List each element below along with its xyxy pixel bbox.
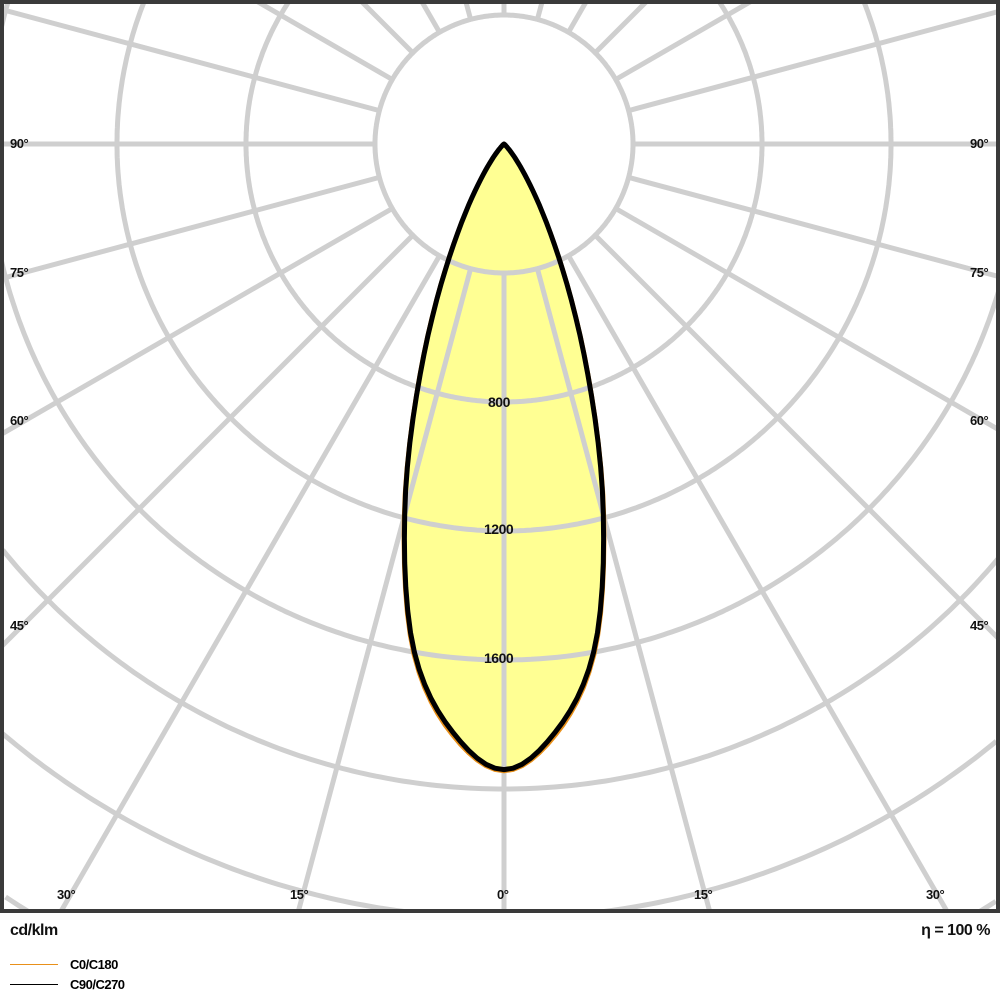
grid-radial-line [614,4,752,82]
grid-radial-line [593,233,996,640]
angle-label-left: 60° [10,413,29,428]
angle-label-bottom: 0° [497,887,509,902]
grid-circle [114,4,894,534]
grid-circle [4,731,996,909]
radial-tick-label: 800 [488,394,510,410]
grid-radial-line [534,267,712,909]
grid-radial-line [566,254,949,909]
angle-label-left: 45° [10,618,29,633]
grid-radial-line [4,7,381,114]
legend-item-c0-c180: C0/C180 [10,957,118,972]
legend-label: C90/C270 [70,977,125,992]
angle-label-bottom: 30° [926,887,945,902]
grid-radial-line [420,4,442,34]
angle-label-left: 75° [10,265,29,280]
legend-item-c90-c270: C90/C270 [10,977,125,992]
angle-label-bottom: 30° [57,887,76,902]
grid-circle [4,4,996,663]
grid-radial-line [566,4,588,34]
grid-radial-line [360,4,415,55]
grid-radial-line [4,233,415,648]
grid-radial-line [59,254,442,909]
grid-circle [4,548,996,792]
grid-circle [243,4,765,405]
efficiency-label: η = 100 % [921,922,990,939]
legend-label: C0/C180 [70,957,118,972]
grid-radial-line [627,174,996,279]
radial-tick-label: 1200 [484,521,514,537]
grid-radial-line [534,4,545,21]
polar-chart-frame: 800 1200 1600 90° 75° 60° 45° 90° 75° 60… [0,0,1000,913]
grid-radial-line [614,206,996,431]
angle-label-right: 75° [970,265,989,280]
angle-label-right: 60° [970,413,989,428]
angle-label-left: 90° [10,136,29,151]
unit-label: cd/klm [10,922,58,939]
grid-radial-line [4,206,394,436]
legend-swatch [10,964,58,965]
angle-label-bottom: 15° [290,887,309,902]
grid-radial-line [4,174,381,281]
legend-swatch [10,984,58,985]
angle-label-right: 45° [970,618,989,633]
angle-label-bottom: 15° [694,887,713,902]
grid-circle [4,894,996,909]
grid-radial-line [627,9,996,114]
radial-tick-label: 1600 [484,650,514,666]
series-curve-c90-c270 [401,141,607,773]
angle-label-right: 90° [970,136,989,151]
grid-radial-line [256,4,394,82]
grid-radial-line [593,4,648,55]
grid-radial-line [296,267,474,909]
grid-radial-line [463,4,474,21]
polar-chart [4,4,996,909]
